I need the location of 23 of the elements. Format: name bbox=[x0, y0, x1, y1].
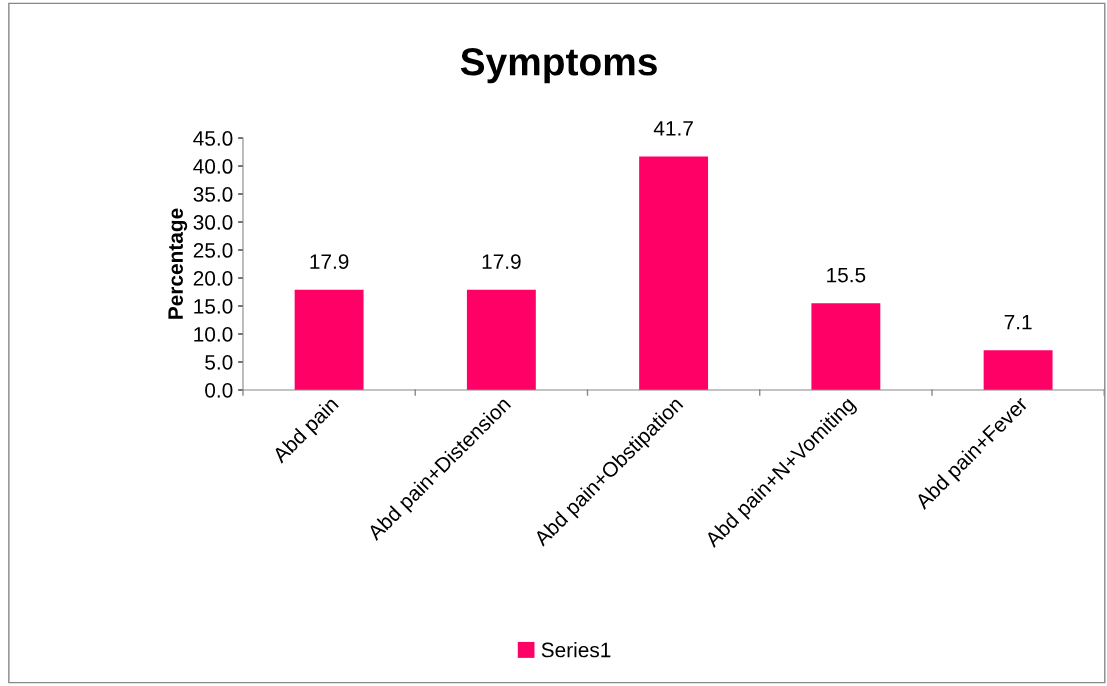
data-label: 15.5 bbox=[827, 267, 866, 283]
data-label: 17.9 bbox=[310, 254, 349, 269]
y-tick-label: 35.0 bbox=[193, 187, 233, 202]
y-tick-label: 40.0 bbox=[193, 159, 233, 174]
y-tick-label: 20.0 bbox=[193, 271, 233, 286]
bar bbox=[294, 289, 364, 390]
bar bbox=[466, 289, 536, 390]
y-tick-label: 15.0 bbox=[194, 299, 233, 314]
bar bbox=[811, 303, 881, 390]
legend-label: Series1 bbox=[541, 642, 611, 658]
y-axis-title: Percentage bbox=[168, 208, 188, 319]
data-label: 7.1 bbox=[1004, 314, 1032, 330]
y-tick-label: 25.0 bbox=[193, 243, 233, 258]
y-tick-label: 30.0 bbox=[193, 215, 233, 230]
bar bbox=[639, 156, 709, 390]
y-tick-label: 0.0 bbox=[205, 382, 233, 398]
y-tick-label: 5.0 bbox=[205, 355, 233, 370]
bar bbox=[983, 350, 1053, 390]
data-label: 17.9 bbox=[482, 254, 521, 269]
y-tick-label: 10.0 bbox=[194, 327, 233, 342]
chart-title: Symptoms bbox=[460, 48, 657, 84]
y-tick-label: 45.0 bbox=[193, 131, 233, 146]
data-label: 41.7 bbox=[653, 121, 693, 136]
